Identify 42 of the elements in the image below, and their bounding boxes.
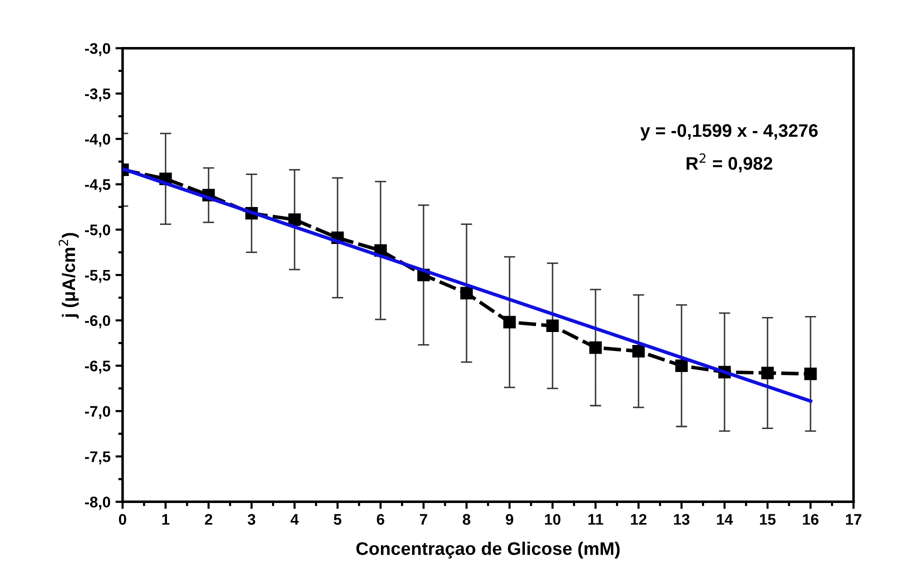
y-tick-label: -5,5 xyxy=(85,270,110,283)
y-tick-label: -4,5 xyxy=(85,179,110,192)
x-tick-label: 1 xyxy=(162,514,170,525)
y-tick-label: -6,5 xyxy=(85,360,110,374)
x-axis-title: Concentraçao de Glicose (mM) xyxy=(356,542,620,559)
y-tick-label: -3,0 xyxy=(85,43,110,56)
x-tick-label: 5 xyxy=(334,514,342,525)
annotation: R$^{2}$ = 0,982 xyxy=(686,153,772,172)
x-tick-label: 2 xyxy=(204,514,212,525)
x-tick-label: 4 xyxy=(290,514,299,525)
y-axis-title: j (μA/cm$^{2}$) xyxy=(58,232,79,318)
y-tick-label: -6,0 xyxy=(85,315,110,328)
point xyxy=(761,366,774,380)
x-tick-label: 14 xyxy=(716,514,733,525)
y-tick-label: -7,0 xyxy=(85,406,110,419)
x-tick-label: 9 xyxy=(506,514,514,525)
x-tick-label: 12 xyxy=(631,514,646,525)
y-tick-label: -4,0 xyxy=(85,134,110,147)
x-tick-label: 17 xyxy=(846,514,862,525)
x-tick-label: 15 xyxy=(760,514,776,525)
y-tick-label: -5,0 xyxy=(85,224,110,238)
point xyxy=(460,286,473,300)
y-tick-label: -3,5 xyxy=(85,88,110,102)
point xyxy=(503,316,516,328)
y-tick-label: -7,5 xyxy=(85,451,110,464)
point xyxy=(288,213,301,226)
point xyxy=(804,368,817,380)
x-tick-label: 10 xyxy=(545,514,560,525)
point xyxy=(546,320,559,332)
x-tick-label: 13 xyxy=(674,514,690,525)
x-tick-label: 8 xyxy=(462,514,470,525)
point xyxy=(632,344,645,358)
x-tick-label: 11 xyxy=(588,514,604,525)
x-tick-label: 16 xyxy=(802,514,818,525)
annotation: y = -0,1599 x - 4,3276 xyxy=(640,124,818,141)
x-tick-label: 7 xyxy=(420,514,428,525)
point xyxy=(675,359,688,372)
x-tick-label: 6 xyxy=(376,514,384,525)
x-tick-label: 0 xyxy=(118,514,126,525)
y-tick-label: -8,0 xyxy=(85,496,110,510)
x-tick-label: 3 xyxy=(248,514,256,525)
point xyxy=(589,341,602,354)
